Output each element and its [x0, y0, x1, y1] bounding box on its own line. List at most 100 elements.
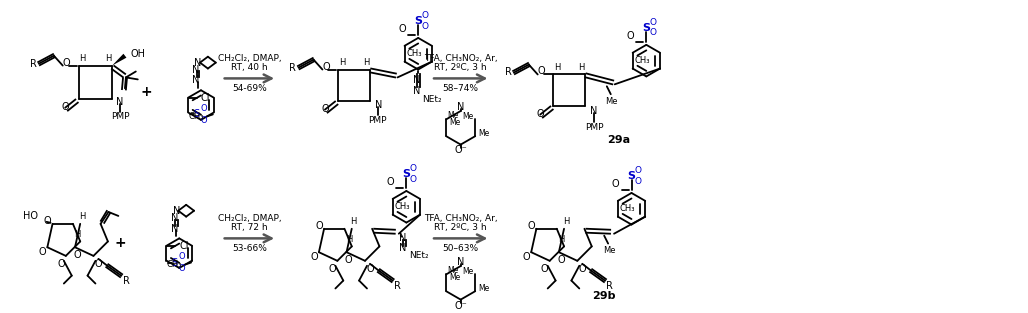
Text: O: O — [323, 62, 330, 72]
Text: H: H — [339, 58, 345, 67]
Text: CH₃: CH₃ — [406, 49, 423, 58]
Text: N: N — [412, 86, 419, 96]
Text: CH₃: CH₃ — [167, 260, 182, 269]
Text: 53-66%: 53-66% — [232, 244, 267, 253]
Text: H: H — [345, 235, 352, 244]
Text: NEt₂: NEt₂ — [423, 95, 442, 104]
Text: Me: Me — [449, 118, 461, 127]
Text: 58–74%: 58–74% — [443, 84, 479, 93]
Text: N: N — [375, 100, 382, 110]
Text: CH₃: CH₃ — [620, 204, 635, 213]
Text: O: O — [537, 109, 545, 119]
Text: S: S — [627, 171, 635, 181]
Text: O: O — [95, 259, 102, 269]
Text: PMP: PMP — [368, 116, 387, 126]
Text: O: O — [635, 177, 641, 186]
Text: N: N — [173, 206, 180, 216]
Text: O: O — [200, 104, 208, 113]
Text: O: O — [73, 250, 81, 260]
Text: 29a: 29a — [608, 135, 630, 145]
Text: O: O — [329, 264, 336, 274]
Text: Me: Me — [602, 246, 616, 255]
Text: Me: Me — [478, 284, 489, 293]
Text: H: H — [562, 217, 570, 226]
Text: CH₃: CH₃ — [395, 202, 410, 211]
Text: N: N — [457, 102, 465, 112]
Text: O: O — [322, 104, 329, 114]
Text: O: O — [579, 264, 586, 274]
Text: S: S — [414, 16, 423, 26]
Text: HO: HO — [23, 211, 38, 221]
Text: Me: Me — [605, 97, 618, 105]
Text: O: O — [410, 164, 416, 173]
Text: H: H — [363, 58, 369, 67]
Text: O: O — [63, 58, 71, 68]
Text: O: O — [316, 221, 323, 231]
Text: R: R — [607, 280, 614, 290]
Text: O: O — [627, 31, 634, 41]
Text: O: O — [39, 247, 46, 257]
Text: O: O — [344, 255, 353, 265]
Text: RT, 2ºC, 3 h: RT, 2ºC, 3 h — [435, 223, 487, 232]
Text: O: O — [650, 18, 657, 27]
Text: PMP: PMP — [585, 123, 603, 132]
Text: R: R — [122, 275, 130, 285]
Text: N: N — [590, 106, 597, 116]
Text: O: O — [58, 259, 65, 269]
Text: +: + — [114, 236, 125, 250]
Text: N: N — [192, 64, 199, 74]
Text: CH₃: CH₃ — [634, 56, 650, 65]
Text: O: O — [387, 177, 395, 187]
Text: N: N — [171, 223, 178, 233]
Text: Me: Me — [449, 273, 461, 282]
Text: +: + — [141, 85, 152, 99]
Text: R: R — [30, 59, 37, 69]
Text: CH₃: CH₃ — [188, 112, 204, 121]
Text: O: O — [538, 66, 546, 76]
Text: H: H — [351, 217, 357, 226]
Text: OH: OH — [131, 49, 146, 59]
Text: O: O — [522, 252, 530, 262]
Text: TFA, CH₃NO₂, Ar,: TFA, CH₃NO₂, Ar, — [424, 214, 498, 223]
Text: O⁻: O⁻ — [454, 146, 467, 156]
Polygon shape — [112, 54, 126, 65]
Text: O: O — [421, 22, 429, 31]
Text: O: O — [421, 11, 429, 20]
Text: H: H — [558, 235, 564, 244]
Text: O: O — [612, 179, 620, 189]
Text: O: O — [179, 252, 185, 261]
Text: S: S — [172, 258, 178, 268]
Text: H: H — [578, 63, 584, 72]
Text: Me: Me — [462, 112, 473, 121]
Text: N: N — [399, 243, 406, 253]
Text: O: O — [44, 216, 51, 226]
Text: O: O — [650, 28, 657, 38]
Text: N: N — [194, 58, 201, 68]
Text: O: O — [635, 166, 641, 175]
Text: S: S — [402, 169, 410, 179]
Text: Me: Me — [447, 266, 458, 275]
Text: Cl: Cl — [201, 93, 211, 103]
Text: PMP: PMP — [111, 112, 130, 121]
Text: Me: Me — [478, 129, 489, 138]
Text: RT, 72 h: RT, 72 h — [231, 223, 267, 232]
Text: O: O — [366, 264, 374, 274]
Text: RT, 2ºC, 3 h: RT, 2ºC, 3 h — [435, 63, 487, 72]
Text: Cl: Cl — [179, 241, 189, 251]
Text: S: S — [193, 110, 199, 120]
Text: O: O — [410, 175, 416, 184]
Text: 29b: 29b — [592, 291, 616, 301]
Text: RT, 40 h: RT, 40 h — [231, 63, 267, 72]
Text: O: O — [310, 252, 318, 262]
Text: H: H — [79, 54, 85, 63]
Text: O: O — [557, 255, 564, 265]
Text: H: H — [74, 230, 80, 239]
Text: NEt₂: NEt₂ — [409, 251, 429, 260]
Text: O: O — [179, 264, 185, 273]
Text: CH₂Cl₂, DMAP,: CH₂Cl₂, DMAP, — [218, 54, 282, 63]
Text: O: O — [200, 116, 208, 125]
Text: R: R — [505, 68, 512, 78]
Text: H: H — [79, 213, 85, 221]
Text: Me: Me — [447, 111, 458, 121]
Text: R: R — [289, 63, 296, 73]
